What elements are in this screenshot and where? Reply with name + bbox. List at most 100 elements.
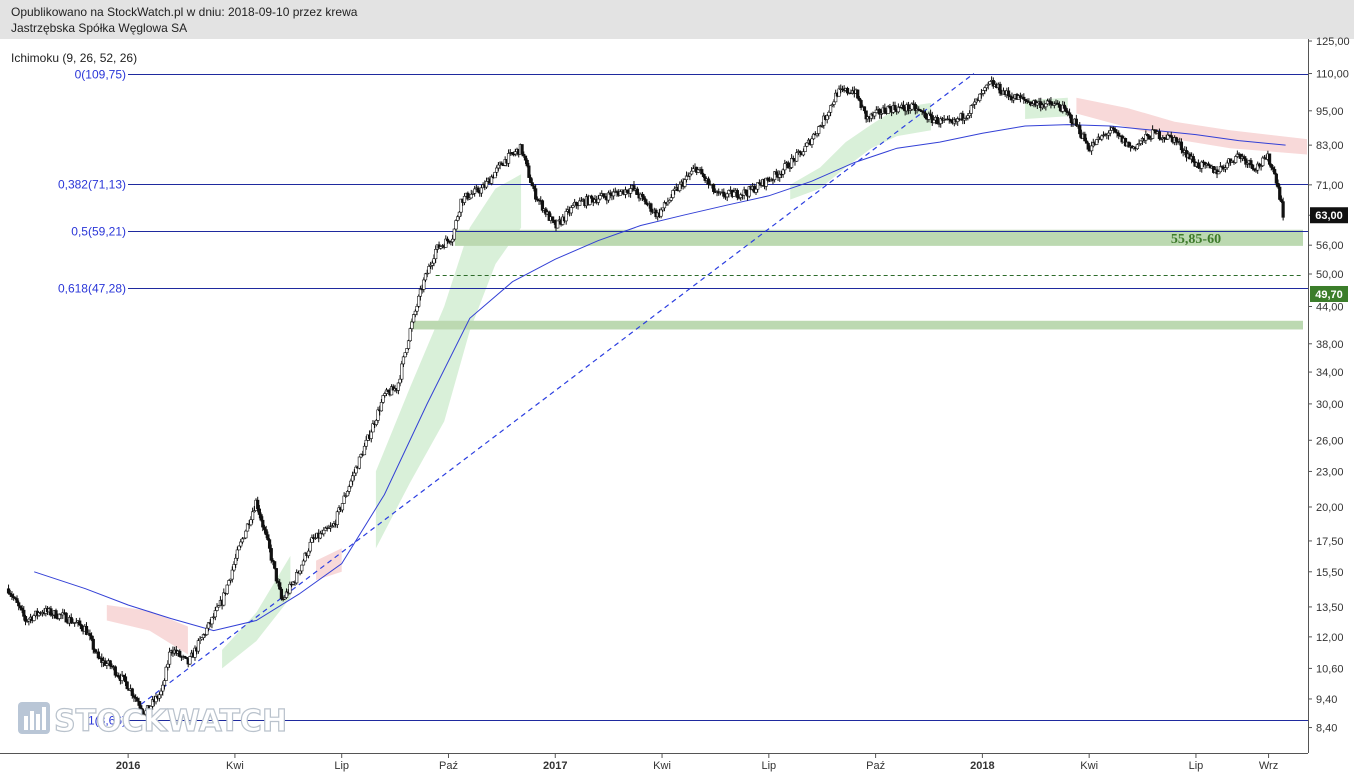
candle-body	[495, 167, 499, 173]
candle-body	[235, 549, 239, 559]
candle-body	[295, 572, 299, 584]
candle-body	[754, 188, 758, 193]
price-badge-label: 63,00	[1315, 210, 1343, 222]
candle-body	[125, 681, 129, 690]
candle-body	[596, 198, 600, 203]
candle-body	[135, 698, 139, 702]
candle-body	[879, 113, 884, 115]
candle-body	[628, 188, 633, 194]
candle-body	[1196, 162, 1200, 168]
candle-body	[522, 153, 526, 157]
price-tick-label: 20,00	[1316, 502, 1344, 514]
time-tick-label: Kwi	[653, 760, 671, 772]
candle-body	[451, 238, 455, 243]
time-tick-label: 2017	[543, 760, 567, 772]
candle-body	[712, 183, 716, 192]
candle-body	[352, 472, 356, 477]
price-tick-label: 83,00	[1316, 140, 1344, 152]
candle-body	[452, 228, 456, 240]
candle-body	[1062, 104, 1067, 109]
candle-body	[978, 93, 982, 101]
candle-body	[159, 690, 163, 696]
candle-body	[20, 607, 24, 611]
candle-body	[371, 423, 375, 433]
price-tick-label: 38,00	[1316, 339, 1344, 351]
candle-body	[725, 193, 729, 198]
candle-body	[308, 541, 312, 552]
candle-body	[966, 115, 970, 119]
candle-body	[722, 191, 726, 197]
logo-bar	[42, 707, 46, 730]
candle-body	[89, 635, 94, 640]
candle-body	[696, 169, 700, 173]
candle-body	[432, 258, 436, 264]
candle-body	[232, 564, 236, 571]
candle-body	[259, 514, 263, 521]
candle-body	[1006, 90, 1011, 97]
cloud-band	[106, 605, 188, 655]
candle-body	[445, 238, 450, 242]
logo-bar	[24, 716, 28, 730]
candle-body	[817, 126, 821, 134]
candle-body	[896, 106, 900, 113]
candle-body	[1151, 129, 1155, 139]
price-badge	[1310, 285, 1348, 302]
candle-body	[469, 194, 473, 199]
candle-body	[10, 594, 14, 597]
price-tick-label: 50,00	[1316, 269, 1344, 281]
support-zone	[410, 320, 1304, 330]
candle-body	[1084, 140, 1089, 144]
candle-body	[1100, 135, 1104, 140]
price-tick-label: 23,00	[1316, 466, 1344, 478]
candle-body	[484, 181, 489, 188]
price-tick-label: 26,00	[1316, 435, 1344, 447]
candle-body	[523, 155, 528, 161]
candle-body	[374, 420, 378, 425]
candle-body	[362, 445, 367, 456]
candle-body	[984, 84, 989, 89]
candle-body	[266, 534, 270, 540]
candle-body	[1249, 160, 1253, 166]
candle-body	[15, 598, 19, 603]
candle-body	[795, 152, 799, 162]
candle-body	[1044, 103, 1048, 108]
candle-body	[1074, 118, 1078, 126]
candle-body	[408, 328, 412, 342]
candle-body	[910, 103, 914, 110]
candle-body	[883, 107, 887, 113]
candle-body	[1144, 134, 1148, 141]
candle-body	[225, 584, 229, 594]
candle-body	[91, 638, 95, 650]
candle-body	[556, 220, 560, 229]
candle-body	[403, 352, 407, 358]
candle-body	[239, 541, 243, 547]
candle-body	[479, 187, 484, 194]
candle-body	[1095, 139, 1099, 145]
candle-body	[130, 688, 134, 696]
candle-body	[278, 582, 282, 590]
candle-body	[1281, 201, 1285, 218]
candle-body	[906, 104, 911, 111]
candle-body	[167, 651, 172, 665]
candle-body	[859, 100, 863, 109]
candle-body	[23, 616, 28, 622]
candle-body	[342, 495, 346, 504]
candle-body	[1234, 156, 1238, 163]
candle-body	[413, 310, 417, 315]
candle-body	[1090, 145, 1094, 152]
candle-body	[983, 87, 987, 91]
candle-body	[601, 193, 606, 197]
candle-body	[271, 559, 275, 562]
candle-body	[874, 109, 878, 113]
price-axis: 125,00 110,00 95,00 83,00 71,00 63,00 56,00 50,…	[1308, 36, 1350, 753]
logo-bar	[36, 714, 40, 730]
candle-body	[1086, 143, 1090, 150]
candle-body	[269, 548, 273, 561]
candle-body	[288, 583, 292, 594]
candle-body	[798, 151, 802, 153]
candle-body	[812, 133, 816, 140]
candle-body	[856, 89, 860, 99]
candle-body	[234, 557, 238, 565]
candle-body	[412, 314, 416, 323]
price-tick-label: 125,00	[1316, 36, 1350, 48]
